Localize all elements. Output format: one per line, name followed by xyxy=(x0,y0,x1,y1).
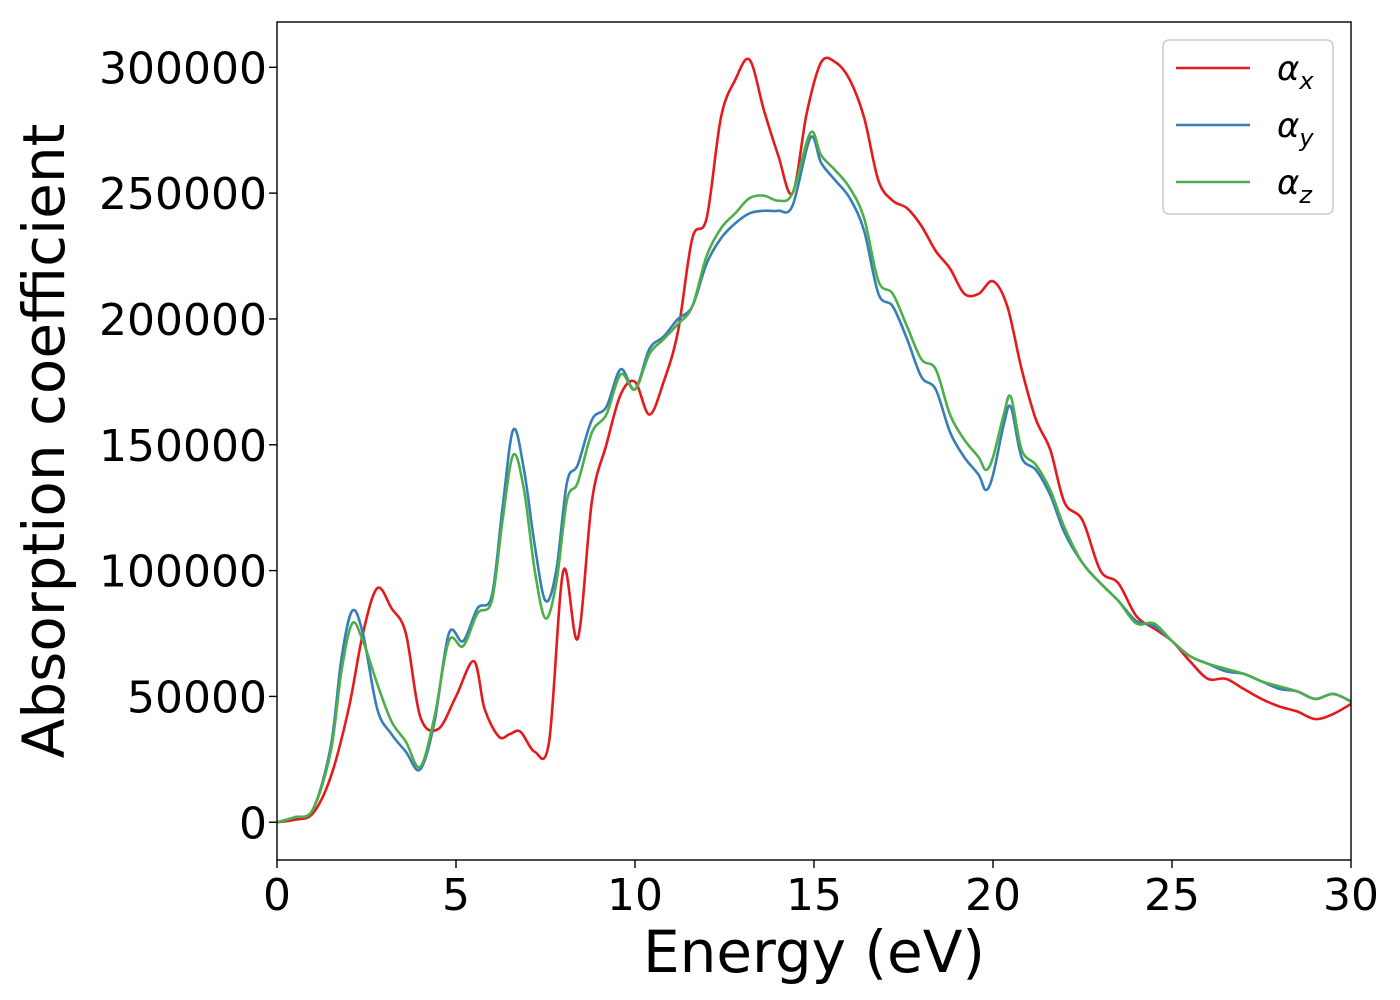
x-tick-label: 5 xyxy=(442,870,470,921)
legend-label-symbol: α xyxy=(1277,163,1299,203)
y-tick-label: 50000 xyxy=(127,672,267,723)
legend-box xyxy=(1162,39,1334,215)
x-tick-label: 15 xyxy=(786,870,842,921)
legend-label-symbol: α xyxy=(1277,49,1299,89)
legend-label-x: αx xyxy=(1277,49,1314,95)
x-tick-label: 10 xyxy=(607,870,663,921)
series-layer xyxy=(277,56,1351,824)
x-tick-label: 20 xyxy=(965,870,1021,921)
y-axis-title: Absorption coefficient xyxy=(10,124,78,759)
y-tick-label: 300000 xyxy=(99,43,267,94)
series-line-z xyxy=(277,130,1351,824)
y-axis: 0 50000 100000 150000 200000 250000 300000 xyxy=(99,43,277,849)
series-line-x xyxy=(277,56,1351,824)
x-axis-title: Energy (eV) xyxy=(643,918,985,986)
y-tick-label: 100000 xyxy=(99,547,267,598)
x-tick-label: 25 xyxy=(1144,870,1200,921)
legend-label-subscript: y xyxy=(1298,124,1314,152)
legend-label-z: αz xyxy=(1277,163,1313,209)
y-tick-label: 250000 xyxy=(99,169,267,220)
x-axis: 0 5 10 15 20 25 30 xyxy=(263,860,1379,921)
legend-label-subscript: z xyxy=(1298,181,1313,209)
y-tick-label: 150000 xyxy=(99,421,267,472)
x-tick-label: 0 xyxy=(263,870,291,921)
y-tick-label: 200000 xyxy=(99,295,267,346)
legend-label-symbol: α xyxy=(1277,106,1299,146)
y-tick-label: 0 xyxy=(239,798,267,849)
x-tick-label: 30 xyxy=(1323,870,1379,921)
legend-label-y: αy xyxy=(1277,106,1314,152)
legend-label-subscript: x xyxy=(1298,67,1314,95)
